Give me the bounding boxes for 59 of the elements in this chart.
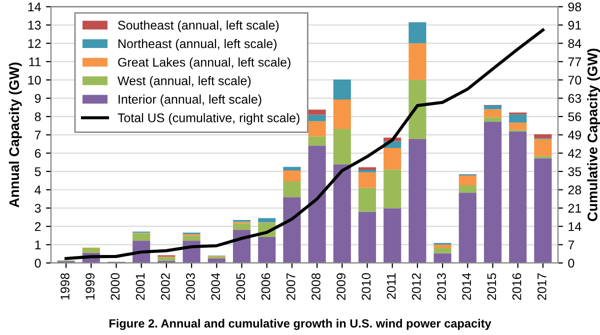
y-tick-label: 4 (34, 186, 41, 194)
y-tick-label: 0 (34, 258, 41, 268)
y2-tick-label: 35 (568, 167, 582, 176)
y-tick-label: 8 (34, 112, 41, 122)
x-tick-label: 2013 (437, 273, 446, 300)
x-tick-label: 2000 (110, 273, 120, 300)
y-axis-title: Annual Capacity (GW) (8, 62, 22, 208)
x-tick-label: 2017 (537, 273, 546, 300)
y2-tick-label: 21 (568, 204, 582, 213)
x-tick-label: 2006 (261, 273, 270, 300)
y-tick-label: 9 (34, 94, 41, 103)
y2-tick-label: 14 (568, 222, 582, 231)
y2-tick-label: 28 (568, 186, 582, 194)
x-tick-label: 1999 (86, 273, 95, 300)
legend-label: Total US (cumulative, right scale) (118, 113, 300, 125)
x-tick-label: 2003 (186, 273, 195, 300)
x-tick-label: 2008 (312, 273, 320, 300)
y2-tick-label: 0 (568, 258, 574, 268)
y2-tick-label: 63 (568, 94, 582, 103)
y-tick-label: 3 (34, 204, 41, 213)
y2-axis-title: Cumulative Capacity (GW) (587, 48, 600, 222)
y-tick-label: 11 (29, 58, 41, 66)
y2-tick-label: 77 (568, 58, 581, 66)
y2-tick-label: 49 (568, 130, 582, 140)
y2-tick-label: 91 (568, 20, 582, 30)
y-tick-label: 13 (28, 20, 41, 30)
y2-tick-label: 84 (568, 39, 582, 48)
legend-label: Great Lakes (annual, left scale) (118, 58, 290, 70)
x-tick-label: 2002 (160, 273, 170, 300)
y-tick-label: 10 (28, 76, 41, 85)
legend-label: Interior (annual, left scale) (118, 94, 262, 106)
x-tick-label: 2004 (211, 273, 220, 300)
x-tick-label: 2012 (412, 273, 421, 300)
x-tick-label: 2001 (136, 273, 145, 300)
y-tick-label: 2 (34, 222, 41, 231)
x-tick-label: 2007 (286, 273, 296, 300)
x-tick-label: 2016 (512, 273, 522, 300)
x-tick-label: 2011 (386, 273, 396, 299)
y-tick-label: 7 (34, 130, 41, 140)
y-tick-label: 6 (34, 148, 41, 158)
y2-tick-label: 98 (568, 2, 582, 12)
x-tick-label: 2014 (462, 273, 471, 300)
legend-label: Northeast (annual, left scale) (118, 38, 277, 51)
x-tick-label: 2015 (487, 273, 496, 300)
x-tick-label: 2005 (236, 273, 246, 300)
y-tick-label: 5 (34, 167, 41, 176)
y2-tick-label: 7 (568, 240, 574, 250)
y-tick-label: 12 (28, 39, 41, 48)
caption: Figure 2. Annual and cumulative growth in U.S. wind power capacity (109, 318, 492, 330)
x-tick-label: 1998 (60, 273, 70, 300)
x-tick-label: 2010 (362, 273, 371, 300)
x-tick-label: 2009 (336, 273, 346, 300)
y2-tick-label: 70 (568, 76, 582, 85)
legend-label: Southeast (annual, left scale) (118, 20, 279, 32)
legend-label: West (annual, left scale) (118, 76, 251, 88)
y2-tick-label: 56 (568, 112, 582, 122)
y-tick-label: 14 (28, 2, 41, 12)
y2-tick-label: 42 (568, 148, 581, 158)
y-tick-label: 1 (35, 240, 41, 250)
